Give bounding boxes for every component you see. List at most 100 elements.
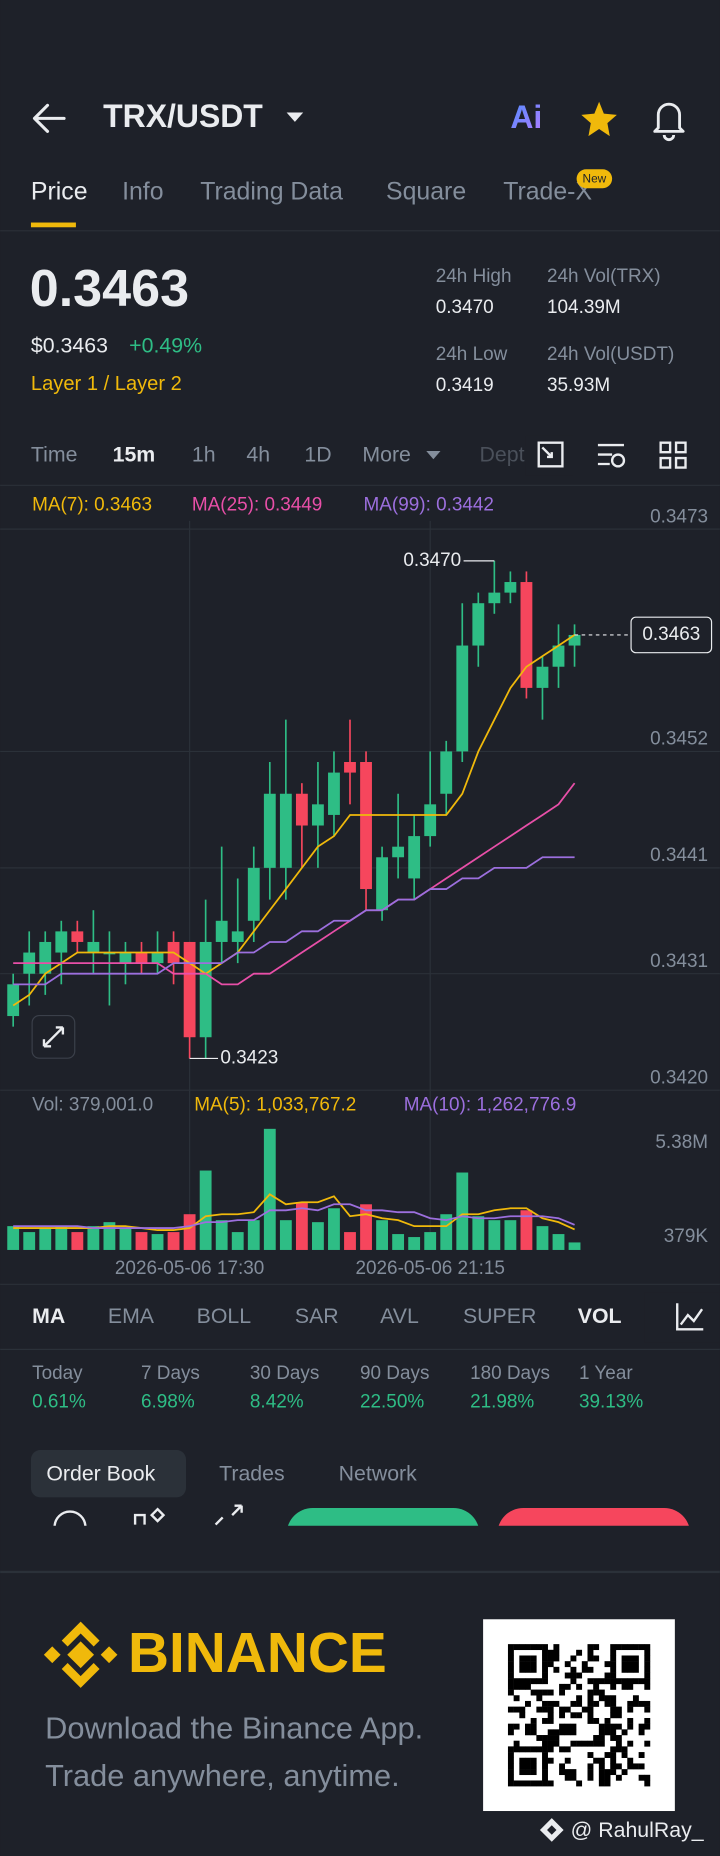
interval-active[interactable]: 15m	[113, 442, 156, 466]
qr-module	[519, 1706, 526, 1713]
tab-trading-data[interactable]: Trading Data	[200, 179, 343, 206]
y-tick-label: 5.38M	[655, 1132, 708, 1153]
sell-button[interactable]	[497, 1508, 690, 1560]
qr-module	[570, 1712, 577, 1719]
tab-square[interactable]: Square	[386, 179, 466, 206]
candle-body	[488, 592, 501, 604]
candle-body	[440, 751, 453, 794]
qr-module	[576, 1672, 583, 1679]
interval-more[interactable]: More	[362, 442, 411, 466]
volume-bar	[536, 1226, 549, 1250]
qr-module	[598, 1757, 605, 1764]
tag[interactable]: Layer 1 / Layer 2	[31, 373, 182, 395]
interval[interactable]: Time	[31, 442, 78, 466]
action-icon[interactable]	[133, 1507, 166, 1525]
qr-module	[621, 1661, 628, 1668]
qr-module	[610, 1712, 617, 1719]
indicator-active[interactable]: VOL	[578, 1304, 622, 1328]
indicator[interactable]: AVL	[380, 1304, 419, 1328]
buy-button[interactable]	[287, 1508, 480, 1560]
alert-bell[interactable]	[653, 102, 685, 142]
qr-module	[593, 1678, 600, 1685]
candle-body	[39, 941, 52, 974]
interval[interactable]: 4h	[246, 442, 270, 466]
qr-module	[598, 1763, 605, 1770]
qr-module	[604, 1723, 611, 1730]
qr-module	[513, 1723, 520, 1730]
qr-module	[598, 1774, 605, 1781]
qr-module	[519, 1644, 526, 1651]
qr-module	[598, 1729, 605, 1736]
indicator[interactable]: SAR	[295, 1304, 339, 1328]
tab-trade-x[interactable]: Trade-X	[503, 179, 592, 206]
qr-module	[530, 1661, 537, 1668]
qr-module	[610, 1746, 617, 1753]
ai-button[interactable]: Ai	[510, 99, 542, 135]
qr-module	[644, 1683, 651, 1690]
volume-bar	[7, 1226, 20, 1250]
interval[interactable]: 1h	[192, 442, 216, 466]
qr-module	[536, 1780, 543, 1787]
volume-bar	[312, 1222, 324, 1250]
layout-icon[interactable]	[659, 441, 687, 469]
action-icon[interactable]	[53, 1510, 87, 1527]
qr-module	[621, 1752, 628, 1758]
qr-module	[547, 1780, 554, 1787]
qr-module	[638, 1700, 645, 1707]
indicator[interactable]: BOLL	[197, 1304, 252, 1328]
book-tab[interactable]: Trades	[219, 1461, 285, 1485]
indicator-icon[interactable]	[597, 443, 624, 466]
qr-module	[519, 1661, 526, 1668]
pair-title[interactable]: TRX/USDT	[103, 98, 263, 134]
qr-module	[604, 1752, 611, 1758]
candle-body	[392, 846, 405, 858]
qr-module	[519, 1746, 526, 1753]
volume-bar	[23, 1232, 36, 1250]
qr-module	[507, 1649, 514, 1656]
qr-module	[610, 1763, 617, 1770]
volume-legend: Vol: 379,001.0	[32, 1095, 153, 1116]
qr-module	[559, 1763, 566, 1770]
volume-bar	[488, 1220, 501, 1250]
qr-module	[581, 1666, 588, 1673]
qr-module	[525, 1763, 531, 1770]
qr-module	[632, 1700, 639, 1707]
qr-module	[547, 1717, 554, 1724]
book-tab[interactable]: Network	[339, 1461, 417, 1485]
qr-module	[610, 1735, 617, 1741]
interval[interactable]: 1D	[304, 442, 331, 466]
tab-info[interactable]: Info	[122, 179, 163, 206]
legend-entry: MA(99): 0.3442	[364, 494, 494, 515]
qr-module	[627, 1763, 634, 1770]
qr-module	[627, 1678, 634, 1685]
volume-bar	[520, 1210, 533, 1250]
chart-settings-icon[interactable]	[537, 441, 564, 468]
qr-module	[542, 1735, 548, 1741]
stat-label: 24h Vol(USDT)	[547, 344, 674, 365]
qr-module	[604, 1678, 611, 1685]
indicator[interactable]: EMA	[108, 1304, 155, 1328]
qr-module	[598, 1723, 605, 1730]
qr-module	[627, 1644, 634, 1651]
qr-module	[542, 1672, 548, 1679]
qr-module	[570, 1655, 577, 1662]
back-button[interactable]	[32, 103, 66, 133]
favorite-star[interactable]	[581, 101, 617, 137]
qr-module	[542, 1655, 548, 1662]
qr-modules	[507, 1644, 651, 1787]
indicator-settings[interactable]	[676, 1303, 704, 1331]
qr-module	[542, 1717, 548, 1724]
pair-dropdown[interactable]	[286, 112, 304, 122]
indicator-active[interactable]: MA	[32, 1304, 65, 1328]
qr-module	[547, 1712, 554, 1719]
qr-module	[519, 1678, 526, 1685]
qr-module	[632, 1644, 639, 1651]
qr-module	[559, 1683, 566, 1690]
x-tick-label: 2026-05-06 17:30	[115, 1258, 264, 1279]
action-icon[interactable]	[214, 1504, 243, 1526]
y-tick-label: 379K	[664, 1226, 709, 1247]
qr-module	[632, 1661, 639, 1668]
indicator[interactable]: SUPER	[463, 1304, 536, 1328]
book-tab-active[interactable]: Order Book	[46, 1461, 155, 1485]
tab-price[interactable]: Price	[31, 179, 88, 206]
